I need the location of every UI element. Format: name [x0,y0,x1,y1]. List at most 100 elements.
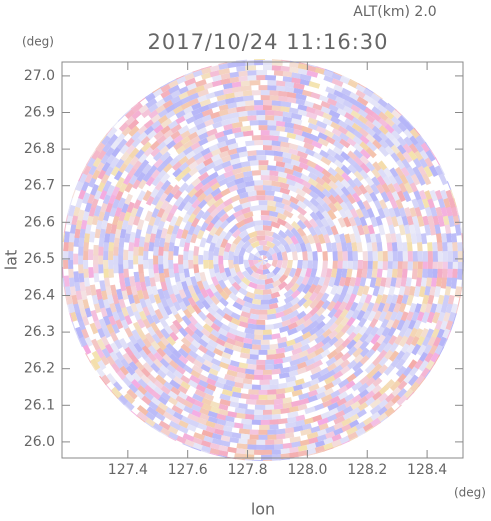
echo-cell [376,341,387,353]
echo-cell [290,303,301,313]
echo-cell [63,275,70,287]
echo-cell [457,295,461,307]
echo-cell [293,378,305,386]
echo-cell [123,258,129,269]
echo-cell [132,309,142,321]
echo-cell [238,115,250,122]
echo-cell [331,127,344,138]
echo-cell [279,367,290,374]
echo-cell [190,276,198,287]
echo-cell [168,330,179,342]
echo-cell [195,79,207,88]
echo-cell [349,277,357,288]
echo-cell [402,190,412,203]
echo-cell [90,358,101,371]
echo-cell [220,187,232,197]
echo-cell [193,254,199,265]
echo-cell [148,215,157,227]
echo-cell [439,164,445,175]
echo-cell [78,305,87,318]
echo-cell [314,299,325,311]
echo-cell [247,275,258,284]
echo-cell [276,80,288,87]
echo-cell [313,440,325,449]
echo-cell [326,154,338,164]
echo-cell [210,181,222,191]
echo-cell [272,322,283,330]
echo-cell [129,301,138,313]
echo-cell [320,335,332,346]
echo-cell [330,284,339,296]
echo-cell [276,382,288,390]
x-tick-label: 127.8 [227,462,267,478]
echo-cell [362,309,372,321]
echo-cell [159,296,169,308]
echo-cell [254,439,266,445]
echo-cell [297,213,308,223]
echo-cell [159,82,170,89]
echo-cell [221,425,233,433]
echo-cell [442,215,450,228]
echo-cell [169,215,178,227]
echo-cell [268,343,279,350]
echo-cell [309,313,320,323]
echo-cell [301,331,312,341]
echo-cell [219,212,230,223]
echo-cell [175,144,187,155]
echo-cell [180,129,192,139]
echo-cell [331,370,344,381]
echo-cell [284,81,296,88]
echo-cell [192,284,201,295]
echo-cell [190,291,200,303]
echo-cell [169,304,179,316]
echo-cell [299,268,308,279]
echo-cell [68,240,74,252]
echo-cell [272,358,284,365]
echo-cell [332,300,342,312]
echo-cell [311,140,323,149]
echo-cell [356,242,363,253]
echo-cell [231,228,242,239]
echo-cell [192,69,205,78]
echo-cell [437,294,445,307]
echo-cell [325,414,338,423]
echo-cell [187,296,197,307]
echo-cell [123,249,129,260]
echo-cell [201,353,214,363]
echo-cell [278,407,290,415]
echo-cell [345,324,356,336]
echo-cell [258,250,264,256]
echo-cell [123,326,134,338]
echo-cell [327,336,339,347]
echo-cell [66,302,71,314]
echo-cell [276,212,288,221]
echo-cell [391,123,403,135]
echo-cell [290,159,302,167]
echo-cell [207,447,220,455]
echo-cell [144,232,152,243]
echo-cell [143,420,153,428]
echo-cell [113,236,120,247]
echo-cell [118,245,124,256]
echo-cell [90,309,99,322]
echo-cell [303,363,316,373]
echo-cell [136,415,146,423]
echo-cell [421,311,430,324]
echo-cell [440,206,449,219]
echo-cell [408,302,417,315]
echo-cell [201,113,214,123]
echo-cell [218,439,231,447]
echo-cell [300,423,312,431]
echo-cell [447,268,453,280]
echo-cell [221,430,233,438]
echo-cell [212,115,224,124]
echo-cell [242,295,253,304]
echo-cell [194,354,206,364]
echo-cell [109,205,118,218]
echo-cell [208,283,218,294]
echo-cell [238,246,247,257]
echo-cell [148,267,155,278]
echo-cell [250,384,261,390]
echo-cell [95,218,103,230]
echo-cell [88,249,94,260]
